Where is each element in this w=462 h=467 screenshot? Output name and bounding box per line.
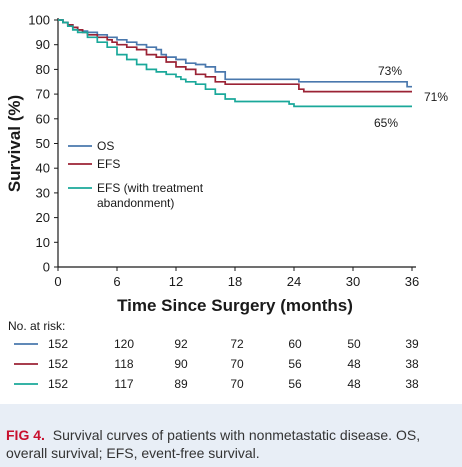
risk-count: 118 — [114, 357, 133, 371]
risk-table-title: No. at risk: — [8, 319, 65, 333]
figure-label: FIG 4. — [6, 427, 45, 443]
legend-label-line: abandonment) — [97, 196, 174, 210]
x-tick-label: 24 — [287, 274, 301, 289]
risk-count: 38 — [405, 377, 419, 391]
x-tick-label: 12 — [169, 274, 183, 289]
risk-count: 39 — [405, 337, 419, 351]
risk-count: 60 — [288, 337, 302, 351]
risk-count: 92 — [174, 337, 188, 351]
risk-count: 72 — [230, 337, 244, 351]
risk-count: 56 — [288, 357, 302, 371]
y-tick-label: 0 — [43, 260, 50, 275]
x-tick-label: 0 — [54, 274, 61, 289]
risk-count: 50 — [347, 337, 361, 351]
x-tick-label: 18 — [228, 274, 242, 289]
x-tick-label: 36 — [405, 274, 419, 289]
chart-panel: 0 10 20 30 40 50 60 70 80 90 100 0 6 12 18 24 30 36 Time S… — [5, 12, 449, 392]
series-line-2 — [58, 19, 412, 93]
y-tick-label: 20 — [36, 210, 50, 225]
y-tick-label: 30 — [36, 185, 50, 200]
risk-count: 70 — [230, 377, 244, 391]
series-end-label: 73% — [378, 64, 402, 78]
x-axis-title: Time Since Surgery (months) — [117, 296, 353, 315]
y-tick-label: 80 — [36, 62, 50, 77]
risk-table: No. at risk: 152 120 92 72 60 50 39 152 118 90 70 56… — [8, 319, 419, 391]
x-tick-label: 30 — [346, 274, 360, 289]
risk-count: 56 — [288, 377, 302, 391]
y-tick-label: 50 — [36, 136, 50, 151]
risk-count: 117 — [114, 377, 133, 391]
risk-count: 38 — [405, 357, 419, 371]
legend-label-line: EFS (with treatment — [97, 181, 204, 195]
risk-count: 89 — [174, 377, 188, 391]
series-line-1 — [58, 19, 412, 88]
risk-count: 48 — [347, 357, 361, 371]
risk-count: 48 — [347, 377, 361, 391]
risk-count: 152 — [48, 337, 68, 351]
y-axis-title: Survival (%) — [5, 95, 24, 192]
axes: 0 10 20 30 40 50 60 70 80 90 100 0 6 12 18 24 30 36 Time S… — [5, 13, 419, 316]
risk-count: 152 — [48, 357, 68, 371]
series-line-3 — [58, 19, 412, 108]
survival-chart: 0 10 20 30 40 50 60 70 80 90 100 0 6 12 18 24 30 36 Time S… — [5, 13, 448, 392]
y-tick-label: 90 — [36, 37, 50, 52]
x-tick-label: 6 — [113, 274, 120, 289]
legend-label: OS — [97, 139, 114, 153]
y-tick-label: 100 — [28, 13, 50, 28]
risk-count: 70 — [230, 357, 244, 371]
y-tick-label: 10 — [36, 235, 50, 250]
legend: OS EFS EFS (with treatment abandonment) — [68, 139, 204, 210]
risk-count: 152 — [48, 377, 68, 391]
legend-label: EFS (with treatment abandonment) — [97, 181, 204, 210]
series-end-label: 65% — [374, 116, 398, 130]
legend-label: EFS — [97, 157, 120, 171]
risk-count: 120 — [114, 337, 134, 351]
y-tick-label: 70 — [36, 87, 50, 102]
figure-caption: FIG 4. Survival curves of patients with … — [0, 404, 462, 467]
y-tick-label: 60 — [36, 111, 50, 126]
series-layer: 73% 71% 65% — [58, 19, 448, 130]
y-tick-label: 40 — [36, 161, 50, 176]
series-end-label: 71% — [424, 90, 448, 104]
risk-count: 90 — [174, 357, 188, 371]
caption-text: Survival curves of patients with nonmeta… — [6, 427, 421, 461]
